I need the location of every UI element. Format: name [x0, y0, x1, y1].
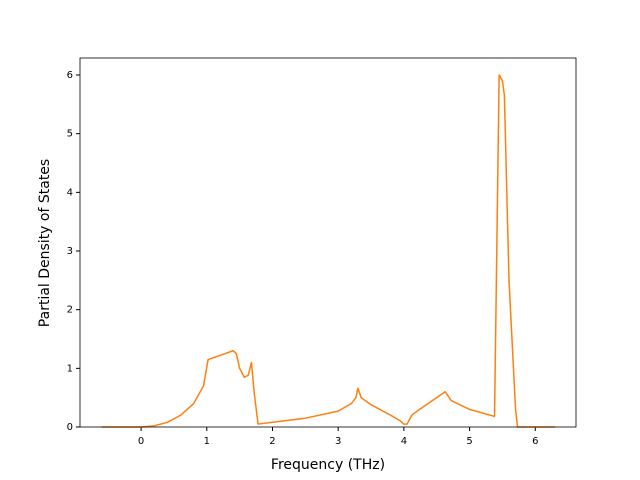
x-tick-label: 6 [532, 436, 538, 447]
y-tick-label: 0 [67, 422, 73, 433]
x-tick-label: 0 [138, 436, 144, 447]
x-axis-title: Frequency (THz) [271, 457, 385, 473]
data-line [101, 74, 555, 428]
y-tick-label: 3 [67, 246, 73, 257]
x-tick-label: 5 [466, 436, 472, 447]
x-tick-label: 1 [204, 436, 210, 447]
y-tick-label: 5 [67, 129, 73, 140]
y-tick-label: 1 [67, 363, 73, 374]
x-tick-label: 3 [335, 436, 341, 447]
y-tick-label: 6 [67, 70, 73, 81]
x-tick-label: 2 [269, 436, 275, 447]
plot-frame [79, 57, 577, 428]
y-axis-title: Partial Density of States [37, 159, 53, 327]
y-tick-label: 4 [67, 187, 73, 198]
x-tick-label: 4 [401, 436, 407, 447]
y-tick-label: 2 [67, 305, 73, 316]
